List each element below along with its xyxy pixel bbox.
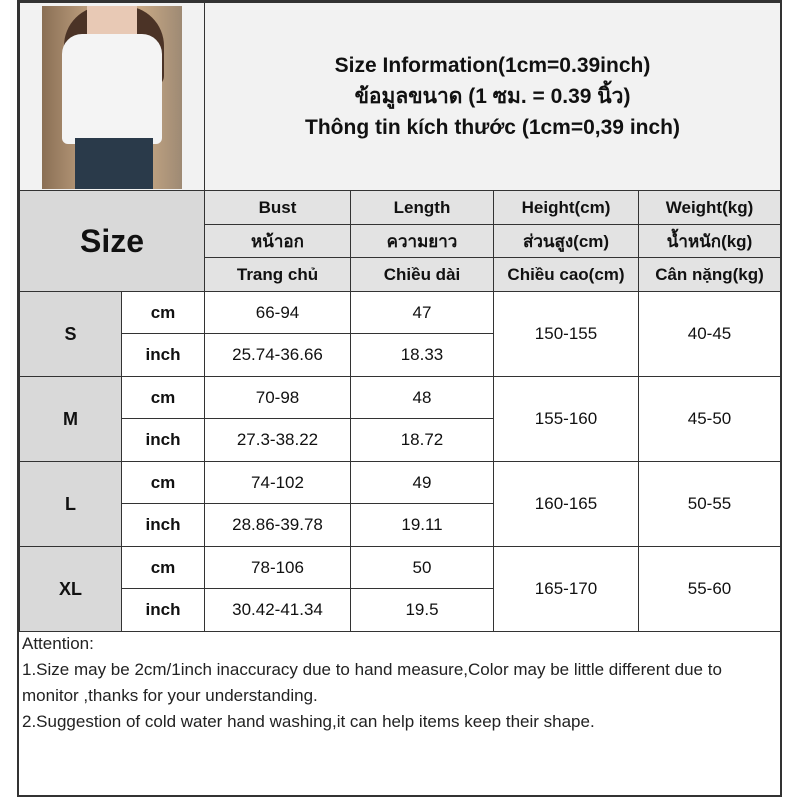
bust-cm: 78-106 bbox=[204, 546, 351, 589]
unit-inch: inch bbox=[121, 588, 205, 632]
length-cm: 47 bbox=[350, 291, 494, 334]
header-bust-thai: หน้าอก bbox=[204, 224, 351, 258]
height-range: 165-170 bbox=[493, 546, 639, 632]
bust-inch: 30.42-41.34 bbox=[204, 588, 351, 632]
unit-inch: inch bbox=[121, 418, 205, 462]
table-row-inch: inch 25.74-36.66 18.33 bbox=[20, 333, 781, 377]
header-bust: Bust bbox=[204, 190, 351, 225]
unit-cm: cm bbox=[121, 546, 205, 589]
header-bust-vi: Trang chủ bbox=[204, 257, 351, 292]
bust-cm: 70-98 bbox=[204, 376, 351, 419]
bust-cm: 66-94 bbox=[204, 291, 351, 334]
unit-inch: inch bbox=[121, 333, 205, 377]
attention-notes: Attention: 1.Size may be 2cm/1inch inacc… bbox=[19, 630, 780, 736]
title-vietnamese: Thông tin kích thước (1cm=0,39 inch) bbox=[305, 116, 680, 139]
header-weight-thai: น้ำหนัก(kg) bbox=[637, 224, 782, 258]
title-english: Size Information(1cm=0.39inch) bbox=[334, 54, 651, 77]
length-cm: 49 bbox=[350, 461, 494, 504]
unit-cm: cm bbox=[121, 461, 205, 504]
header-weight: Weight(kg) bbox=[637, 190, 782, 225]
attention-line-1: 1.Size may be 2cm/1inch inaccuracy due t… bbox=[22, 660, 722, 705]
size-cell: M bbox=[19, 376, 122, 462]
header-weight-vi: Cân nặng(kg) bbox=[637, 257, 782, 292]
weight-range: 50-55 bbox=[637, 461, 782, 547]
unit-inch: inch bbox=[121, 503, 205, 547]
table-row-cm: XL cm 78-106 50 165-170 55-60 bbox=[19, 546, 782, 632]
length-cm: 50 bbox=[350, 546, 494, 589]
bust-inch: 27.3-38.22 bbox=[204, 418, 351, 462]
header-height-vi: Chiều cao(cm) bbox=[493, 257, 639, 292]
header-height: Height(cm) bbox=[493, 190, 639, 225]
size-chart: Size Information(1cm=0.39inch) ข้อมูลขนา… bbox=[17, 0, 782, 797]
length-inch: 19.11 bbox=[350, 503, 494, 547]
title-thai: ข้อมูลขนาด (1 ซม. = 0.39 นิ้ว) bbox=[354, 85, 631, 108]
weight-range: 45-50 bbox=[637, 376, 782, 462]
header-height-thai: ส่วนสูง(cm) bbox=[493, 224, 639, 258]
weight-range: 40-45 bbox=[637, 291, 782, 377]
length-inch: 18.72 bbox=[350, 418, 494, 462]
size-header: Size bbox=[19, 190, 205, 292]
header-length-thai: ความยาว bbox=[350, 224, 494, 258]
size-cell: S bbox=[19, 291, 122, 377]
unit-cm: cm bbox=[121, 291, 205, 334]
unit-cm: cm bbox=[121, 376, 205, 419]
height-range: 160-165 bbox=[493, 461, 639, 547]
header-length-vi: Chiều dài bbox=[350, 257, 494, 292]
title-cell: Size Information(1cm=0.39inch) ข้อมูลขนา… bbox=[203, 2, 782, 191]
bust-cm: 74-102 bbox=[204, 461, 351, 504]
attention-heading: Attention: bbox=[22, 634, 94, 653]
length-inch: 18.33 bbox=[350, 333, 494, 377]
size-table: Size Information(1cm=0.39inch) ข้อมูลขนา… bbox=[19, 2, 782, 632]
size-cell: L bbox=[19, 461, 122, 547]
height-range: 155-160 bbox=[493, 376, 639, 462]
table-row-inch: inch 30.42-41.34 19.5 bbox=[20, 588, 781, 632]
length-cm: 48 bbox=[350, 376, 494, 419]
photo-cell bbox=[19, 2, 205, 191]
header-length: Length bbox=[350, 190, 494, 225]
table-row-inch: inch 27.3-38.22 18.72 bbox=[20, 418, 781, 462]
size-cell: XL bbox=[19, 546, 122, 632]
bust-inch: 25.74-36.66 bbox=[204, 333, 351, 377]
product-photo bbox=[42, 6, 182, 189]
weight-range: 55-60 bbox=[637, 546, 782, 632]
attention-line-2: 2.Suggestion of cold water hand washing,… bbox=[22, 712, 595, 731]
table-row-inch: inch 28.86-39.78 19.11 bbox=[20, 503, 781, 547]
bust-inch: 28.86-39.78 bbox=[204, 503, 351, 547]
height-range: 150-155 bbox=[493, 291, 639, 377]
length-inch: 19.5 bbox=[350, 588, 494, 632]
